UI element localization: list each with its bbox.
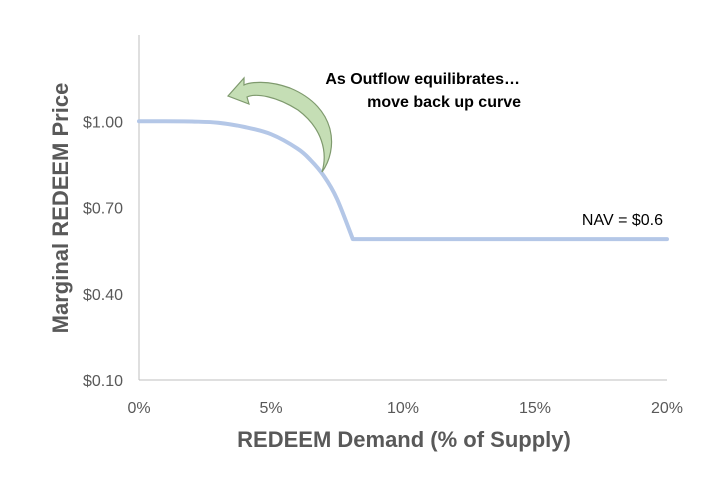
y-tick-label: $1.00	[83, 114, 123, 131]
curved-arrow-icon	[226, 76, 333, 173]
x-tick-label: 5%	[259, 400, 282, 417]
x-tick-label: 0%	[127, 400, 150, 417]
y-axis-title: Marginal REDEEM Price	[48, 83, 73, 334]
y-tick-label: $0.70	[83, 201, 123, 218]
annotation-nav: NAV = $0.6	[582, 212, 663, 229]
x-tick-label: 10%	[387, 400, 419, 417]
y-tick-labels: $0.10 $0.40 $0.70 $1.00	[83, 114, 123, 390]
annotation-outflow-line1: As Outflow equilibrates…	[325, 71, 520, 88]
x-tick-label: 20%	[651, 400, 683, 417]
x-tick-labels: 0% 5% 10% 15% 20%	[127, 400, 683, 417]
x-axis-title: REDEEM Demand (% of Supply)	[237, 427, 571, 452]
x-tick-label: 15%	[519, 400, 551, 417]
y-tick-label: $0.10	[83, 373, 123, 390]
annotation-outflow-line2: move back up curve	[367, 94, 521, 111]
y-tick-label: $0.40	[83, 287, 123, 304]
price-curve-line	[137, 119, 669, 242]
